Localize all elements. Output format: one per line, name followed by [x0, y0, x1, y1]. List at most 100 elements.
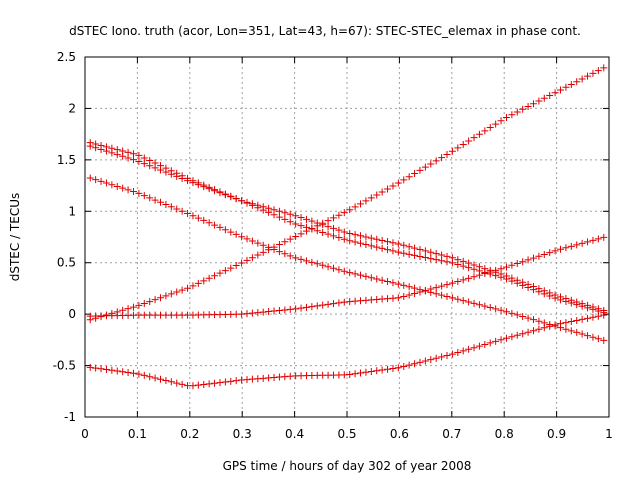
data-point-series-6 [167, 167, 175, 175]
data-point-series-1 [200, 277, 208, 285]
data-point-series-4 [221, 226, 229, 234]
data-point-series-6 [119, 147, 127, 155]
data-point-series-5 [357, 239, 365, 247]
data-point-series-1 [275, 240, 283, 248]
data-point-series-1 [502, 114, 510, 122]
data-point-series-4 [119, 184, 127, 192]
data-point-series-3 [189, 382, 197, 390]
data-point-series-4 [459, 297, 467, 305]
data-point-series-4 [167, 203, 175, 211]
data-point-series-6 [194, 179, 202, 187]
data-point-series-3 [221, 378, 229, 386]
x-tick-label: 1 [605, 427, 613, 441]
data-point-series-1 [324, 217, 332, 225]
data-point-series-3 [567, 318, 575, 326]
data-point-series-6 [146, 157, 154, 165]
data-point-series-4 [589, 333, 597, 341]
data-point-series-1 [481, 127, 489, 135]
x-tick-label: 0 [81, 427, 89, 441]
plot-frame [84, 56, 610, 418]
data-point-series-4 [232, 230, 240, 238]
x-tick-label: 0.3 [233, 427, 252, 441]
data-point-series-4 [238, 233, 246, 241]
data-point-series-4 [92, 176, 100, 184]
data-point-series-2 [329, 300, 337, 308]
data-point-series-4 [373, 275, 381, 283]
data-point-series-6 [102, 143, 110, 151]
data-point-series-2 [600, 233, 608, 241]
data-point-series-5 [292, 220, 300, 228]
data-point-series-1 [335, 211, 343, 219]
data-point-series-1 [205, 274, 213, 282]
data-point-series-6 [157, 162, 165, 170]
data-point-series-3 [216, 379, 224, 387]
data-point-series-2 [313, 302, 321, 310]
data-point-series-6 [308, 217, 316, 225]
data-point-series-6 [557, 293, 565, 301]
data-point-series-4 [405, 283, 413, 291]
data-point-series-4 [200, 216, 208, 224]
data-point-series-1 [519, 105, 527, 113]
data-point-series-6 [432, 250, 440, 258]
data-point-series-1 [232, 262, 240, 270]
data-point-series-6 [562, 295, 570, 303]
data-point-series-6 [178, 172, 186, 180]
data-point-series-2 [557, 245, 565, 253]
data-point-series-4 [421, 287, 429, 295]
data-point-series-1 [157, 294, 165, 302]
data-point-series-6 [243, 198, 251, 206]
data-point-series-4 [124, 186, 132, 194]
data-point-series-2 [324, 300, 332, 308]
data-point-series-4 [519, 312, 527, 320]
data-point-series-3 [497, 336, 505, 344]
data-point-series-5 [129, 156, 137, 164]
data-point-series-6 [97, 141, 105, 149]
data-point-series-3 [157, 375, 165, 383]
data-point-series-2 [308, 303, 316, 311]
data-point-series-3 [578, 315, 586, 323]
data-point-series-4 [248, 237, 256, 245]
data-point-series-3 [167, 378, 175, 386]
data-point-series-4 [475, 301, 483, 309]
data-point-series-3 [459, 347, 467, 355]
data-point-series-6 [492, 268, 500, 276]
data-point-series-1 [405, 173, 413, 181]
x-tick-label: 0.4 [285, 427, 304, 441]
data-point-series-6 [438, 251, 446, 259]
data-point-series-2 [254, 309, 262, 317]
data-point-series-1 [194, 279, 202, 287]
data-point-series-6 [200, 181, 208, 189]
data-point-series-2 [562, 244, 570, 252]
data-point-series-4 [443, 292, 451, 300]
data-point-series-4 [540, 319, 548, 327]
data-point-series-4 [108, 181, 116, 189]
data-point-series-4 [292, 254, 300, 262]
data-point-series-2 [438, 282, 446, 290]
data-point-series-5 [324, 230, 332, 238]
data-point-series-4 [465, 298, 473, 306]
data-point-series-4 [351, 270, 359, 278]
x-tick-label: 0.2 [180, 427, 199, 441]
data-point-series-6 [416, 245, 424, 253]
data-point-series-6 [486, 266, 494, 274]
data-point-series-6 [335, 226, 343, 234]
data-point-series-1 [184, 284, 192, 292]
data-point-series-6 [292, 212, 300, 220]
data-point-series-4 [557, 324, 565, 332]
data-point-series-1 [573, 78, 581, 86]
data-point-series-6 [357, 232, 365, 240]
data-point-series-5 [340, 235, 348, 243]
data-point-series-4 [346, 269, 354, 277]
data-point-series-4 [400, 281, 408, 289]
data-point-series-4 [492, 305, 500, 313]
data-point-series-5 [319, 228, 327, 236]
data-point-series-1 [584, 72, 592, 80]
data-point-series-4 [562, 325, 570, 333]
data-point-series-6 [124, 148, 132, 156]
data-point-series-1 [427, 160, 435, 168]
data-point-series-3 [416, 358, 424, 366]
data-point-series-4 [486, 303, 494, 311]
data-point-series-1 [394, 179, 402, 187]
data-point-series-3 [200, 380, 208, 388]
data-point-series-2 [443, 281, 451, 289]
